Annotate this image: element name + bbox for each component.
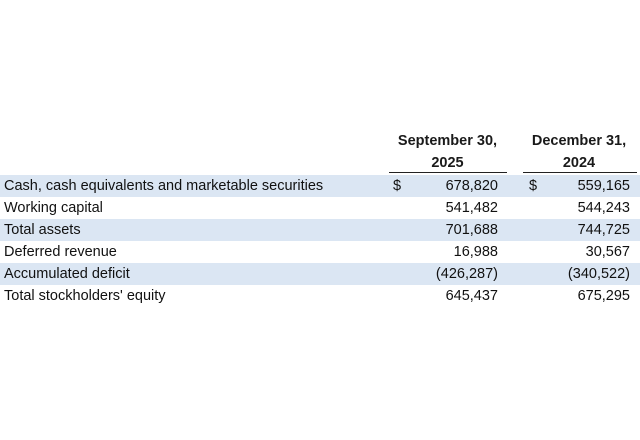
- value-dec-2024: 559,165: [577, 178, 630, 194]
- table-row: Accumulated deficit (426,287) (340,522): [0, 263, 640, 285]
- value-sep-2025: 16,988: [453, 244, 498, 260]
- column-header-underline: [389, 172, 507, 173]
- table-row: Total assets 701,688 744,725: [0, 219, 640, 241]
- value-dec-2024: 744,725: [577, 222, 630, 238]
- table-row: Total stockholders' equity 645,437 675,2…: [0, 285, 640, 307]
- column-header-line1: December 31,: [531, 133, 627, 149]
- column-header-line1: September 30,: [397, 133, 498, 149]
- currency-symbol: $: [393, 178, 402, 194]
- table-row: Deferred revenue 16,988 30,567: [0, 241, 640, 263]
- row-label: Total assets: [4, 222, 81, 238]
- row-label: Working capital: [4, 200, 103, 216]
- value-sep-2025: (426,287): [435, 266, 498, 282]
- value-dec-2024: 544,243: [577, 200, 630, 216]
- value-sep-2025: 678,820: [445, 178, 498, 194]
- row-label: Cash, cash equivalents and marketable se…: [4, 178, 324, 194]
- value-dec-2024: 675,295: [577, 288, 630, 304]
- currency-symbol: $: [529, 178, 538, 194]
- value-dec-2024: 30,567: [585, 244, 630, 260]
- value-sep-2025: 701,688: [445, 222, 498, 238]
- value-sep-2025: 645,437: [445, 288, 498, 304]
- column-header-line2: 2025: [431, 155, 464, 171]
- table-row: Working capital 541,482 544,243: [0, 197, 640, 219]
- row-label: Deferred revenue: [4, 244, 117, 260]
- row-label: Accumulated deficit: [4, 266, 130, 282]
- column-header-line2: 2024: [562, 155, 596, 171]
- value-dec-2024: (340,522): [567, 266, 630, 282]
- column-header-sep-2025: September 30, 2025: [385, 130, 510, 174]
- row-label: Total stockholders' equity: [4, 288, 166, 304]
- column-header-dec-2024: December 31, 2024: [520, 130, 638, 174]
- value-sep-2025: 541,482: [445, 200, 498, 216]
- table-row: Cash, cash equivalents and marketable se…: [0, 175, 640, 197]
- column-header-underline: [523, 172, 637, 173]
